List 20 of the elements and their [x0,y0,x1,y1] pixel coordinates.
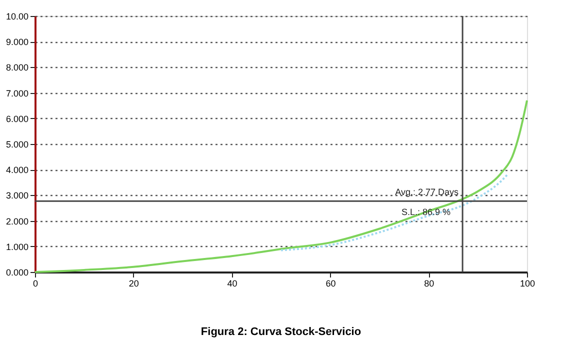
x-tick-label: 40 [227,278,238,288]
line-series [280,174,508,252]
y-tick-label: 3.000 [6,190,28,201]
y-tick-label: 4.000 [6,165,28,176]
y-tick-label: 2.000 [6,216,28,226]
x-tick-label: 60 [326,278,336,288]
y-tick-label: 6.000 [6,114,28,124]
y-tick-label: 10.00 [6,12,28,22]
y-tick-label: 1.000 [6,242,28,252]
x-tick-label: 100 [520,278,536,288]
y-tick-label: 5.000 [6,140,28,150]
ref-line-label: Avg.: 2.77 Days [395,187,460,198]
x-tick-label: 0 [32,278,38,288]
y-tick-label: 0.000 [6,268,28,278]
x-tick-label: 20 [128,278,139,288]
y-tick-label: 7.000 [6,88,28,98]
x-tick-label: 80 [424,278,434,288]
text: Figura 2: Curva Stock-Servicio [200,326,362,338]
y-tick-label: 8.000 [6,62,28,73]
y-tick-label: 9.000 [6,37,28,48]
